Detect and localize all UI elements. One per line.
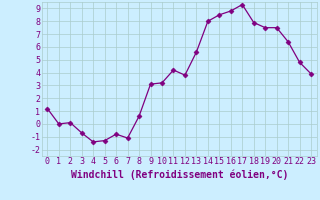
X-axis label: Windchill (Refroidissement éolien,°C): Windchill (Refroidissement éolien,°C)	[70, 169, 288, 180]
